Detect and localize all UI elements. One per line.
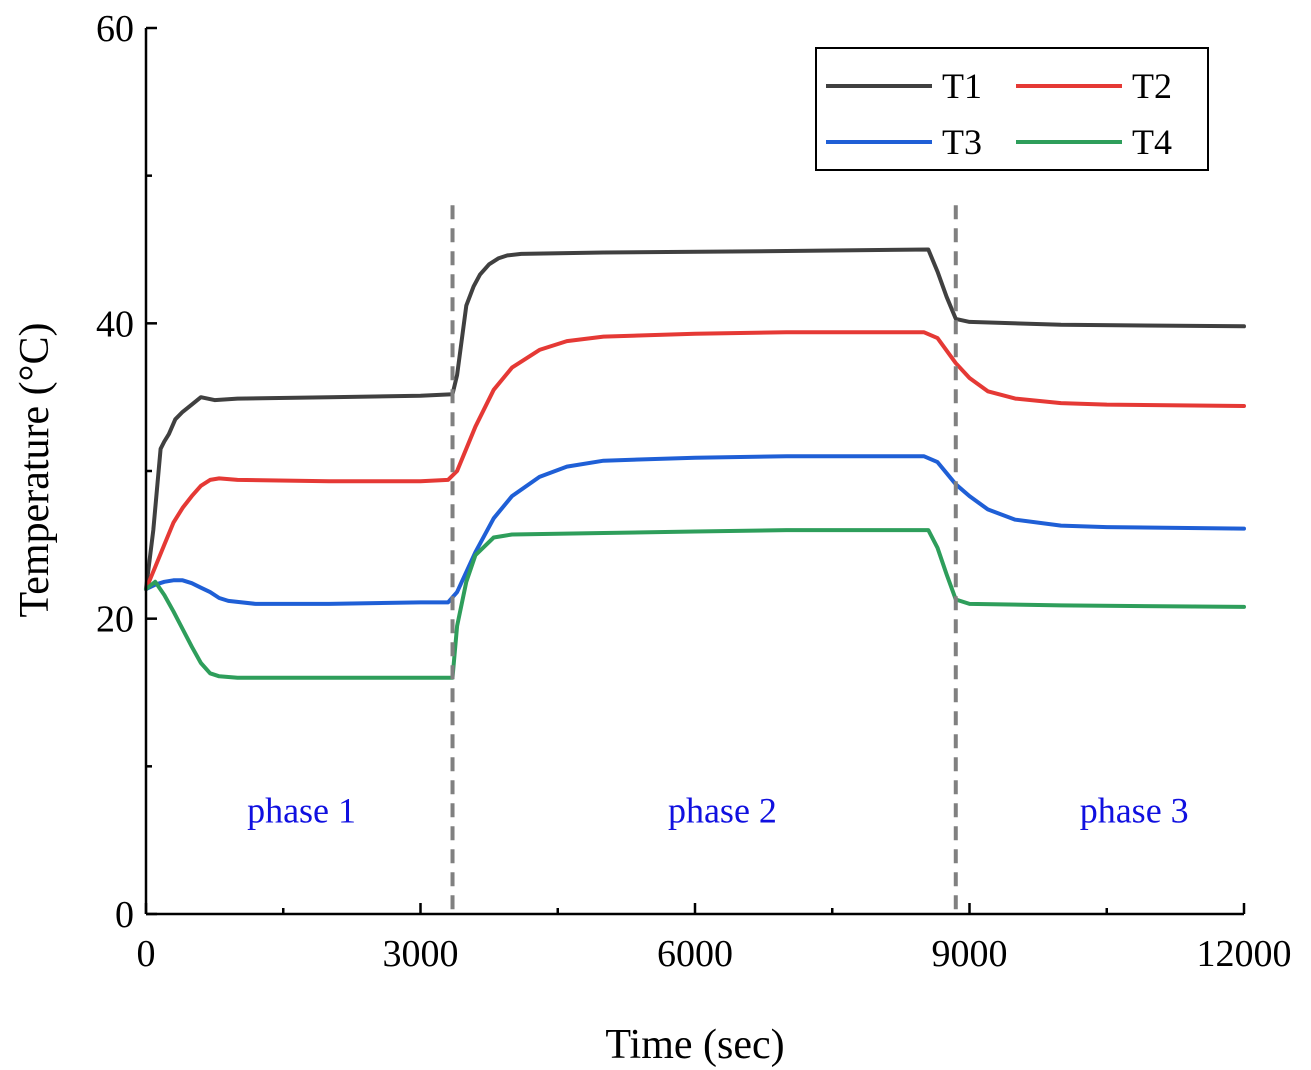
y-tick-label: 40 [96,303,134,345]
legend: T1 T2 T3 T4 [815,47,1209,171]
x-tick-label: 9000 [932,933,1008,975]
legend-box [815,47,1209,171]
legend-label-t4: T4 [1132,122,1172,162]
x-axis-title: Time (sec) [605,1022,784,1068]
phase-label-1: phase 1 [247,790,356,830]
y-tick-label: 20 [96,599,134,641]
y-axis-title: Temperature (°C) [12,323,58,618]
x-tick-label: 3000 [383,933,459,975]
y-tick-label: 0 [115,894,134,936]
series-line-t4 [144,528,1246,680]
series-line-t1 [144,247,1246,592]
legend-label-t2: T2 [1132,66,1172,106]
legend-label-t1: T1 [942,66,982,106]
phase-label-layer: phase 1 phase 2 phase 3 [247,790,1189,830]
x-tick-label: 12000 [1197,933,1292,975]
legend-label-t3: T3 [942,122,982,162]
phase-label-2: phase 2 [668,790,777,830]
tick-layer: 0 3000 6000 9000 12000 0 20 40 60 [96,8,1292,975]
phase-label-3: phase 3 [1080,790,1189,830]
x-tick-label: 6000 [657,933,733,975]
series-line-t3 [144,454,1246,606]
series-line-t2 [144,330,1246,592]
phase-divider-layer [450,205,958,914]
series-layer [144,247,1246,680]
x-tick-label: 0 [137,933,156,975]
y-tick-label: 60 [96,8,134,50]
